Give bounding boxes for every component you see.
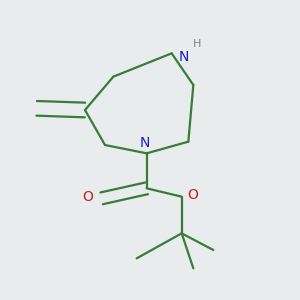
Text: H: H	[193, 39, 202, 49]
Text: O: O	[188, 188, 199, 202]
Text: O: O	[82, 190, 93, 204]
Text: N: N	[178, 50, 189, 64]
Text: N: N	[140, 136, 150, 150]
